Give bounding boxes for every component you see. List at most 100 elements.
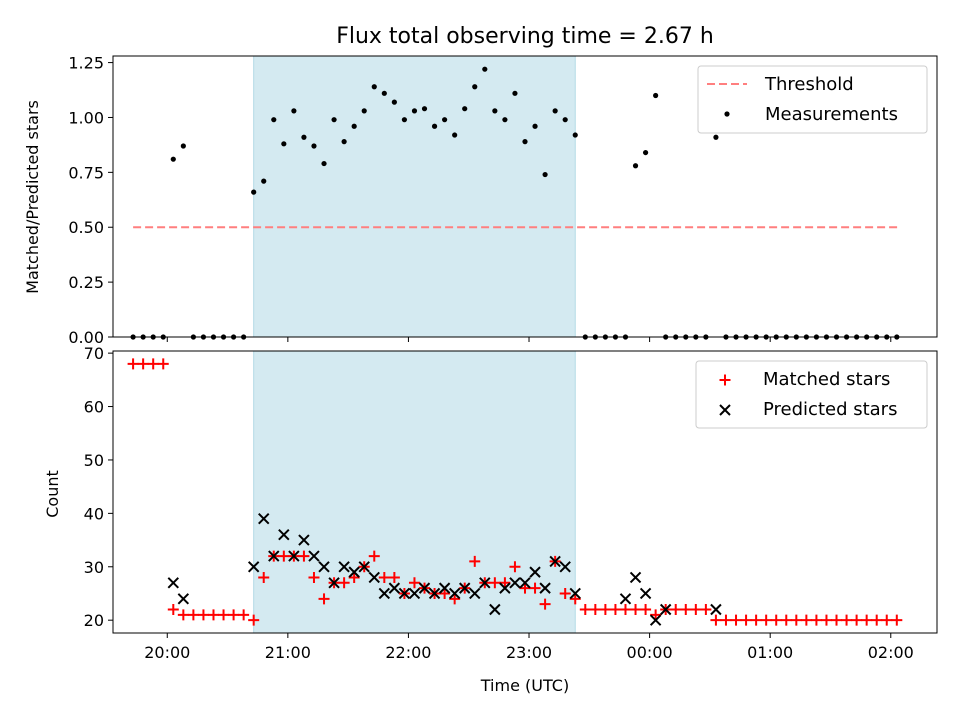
x-axis-title: Time (UTC) [480, 676, 569, 695]
measurement-point [442, 117, 448, 123]
matched-star-point [318, 593, 330, 605]
matched-star-point [228, 609, 240, 621]
predicted-star-point [489, 603, 501, 616]
predicted-star-point [448, 587, 461, 600]
matched-star-point [740, 614, 752, 626]
matched-star-point [449, 593, 461, 605]
matched-star-point [338, 577, 350, 589]
matched-star-point [690, 604, 702, 615]
matched-star-point [730, 614, 742, 626]
matched-star-point [258, 571, 270, 583]
predicted-star-point [177, 593, 190, 605]
matched-star-point [177, 609, 189, 621]
measurement-point [170, 156, 176, 162]
matched-star-point [569, 593, 581, 605]
matched-star-point [599, 604, 611, 615]
y-tick-label: 1.25 [68, 54, 104, 73]
predicted-star-point [378, 587, 391, 600]
predicted-star-point [458, 582, 471, 594]
measurement-point [391, 99, 397, 105]
matched-star-point [278, 550, 290, 562]
plot-frame [112, 55, 938, 338]
matched-star-point [800, 614, 812, 626]
predicted-star-point [167, 577, 180, 589]
measurement-point [251, 189, 257, 195]
x-tick-label: 00:00 [627, 643, 673, 662]
matched-star-point [710, 614, 722, 626]
matched-star-point [780, 614, 792, 626]
bottom-panel: 20 30 40 50 60 70 20:00 21:00 22:00 23:00 00:00 01:… [84, 344, 938, 662]
matched-star-point [469, 555, 481, 567]
bottom-legend: Matched stars Predicted stars [695, 360, 928, 429]
y-tick-label: 30 [84, 558, 104, 577]
predicted-star-point [559, 561, 571, 573]
measurement-point [281, 141, 287, 147]
matched-star-point [820, 614, 832, 626]
top-legend: Threshold Measurements [697, 65, 928, 134]
measurement-point [642, 149, 649, 156]
measurement-point [401, 117, 408, 123]
measurement-point [381, 90, 387, 96]
y-tick-label: 60 [84, 398, 104, 417]
y-tick-label: 50 [84, 451, 104, 470]
matched-star-point [810, 614, 822, 626]
predicted-star-point [418, 582, 431, 594]
matched-star-point [790, 614, 802, 626]
matched-star-point [609, 604, 621, 615]
legend-measurements-swatch [724, 111, 730, 117]
predicted-star-point [408, 587, 421, 600]
matched-star-point [529, 582, 541, 594]
measurement-point [512, 90, 518, 96]
predicted-star-point [328, 577, 340, 589]
measurement-point [311, 143, 317, 149]
matched-star-point [519, 582, 531, 594]
measurement-point [552, 108, 558, 114]
matched-star-point [378, 571, 390, 583]
matched-star-point [650, 609, 662, 621]
measurement-point [562, 117, 568, 123]
measurement-point [431, 123, 438, 129]
matched-star-point [509, 561, 521, 573]
matched-star-point [630, 604, 642, 615]
measurement-point [502, 117, 508, 123]
measurement-point [713, 134, 719, 140]
matched-star-point [499, 577, 511, 589]
matched-star-point [127, 358, 139, 370]
legend-predicted-swatch [719, 404, 731, 416]
chart-title: Flux total observing time = 2.67 h [336, 24, 714, 49]
measurement-point [472, 84, 478, 90]
shaded-interval [253, 55, 576, 338]
y-tick-label: 0.50 [68, 218, 104, 237]
predicted-star-point [659, 603, 672, 616]
predicted-star-point [428, 587, 441, 600]
matched-star-point [408, 577, 420, 589]
matched-star-point [841, 614, 853, 626]
predicted-star-point [247, 561, 260, 573]
matched-star-point [640, 604, 652, 615]
matched-star-point [207, 609, 219, 621]
measurement-point [361, 108, 367, 114]
x-tick-label: 20:00 [144, 643, 190, 662]
matched-star-point [770, 614, 782, 626]
matched-star-point [197, 609, 209, 621]
matched-star-point [851, 614, 863, 626]
predicted-star-point [649, 614, 662, 626]
matched-star-point [700, 604, 712, 615]
y-tick-label: 20 [84, 611, 104, 630]
matched-star-point [760, 614, 772, 626]
measurement-point [291, 108, 297, 114]
measurement-point [341, 139, 347, 145]
matched-star-point [238, 609, 250, 621]
predicted-star-point [710, 603, 722, 616]
measurement-point [532, 123, 538, 129]
y-tick-label: 1.00 [68, 108, 104, 127]
measurement-point [462, 106, 468, 112]
matched-star-point [157, 358, 169, 370]
measurement-point [331, 117, 337, 123]
predicted-star-point [499, 582, 511, 594]
predicted-star-point [569, 587, 581, 600]
legend-matched-swatch [719, 374, 731, 386]
matched-star-point [248, 614, 260, 626]
predicted-star-point [288, 550, 300, 562]
